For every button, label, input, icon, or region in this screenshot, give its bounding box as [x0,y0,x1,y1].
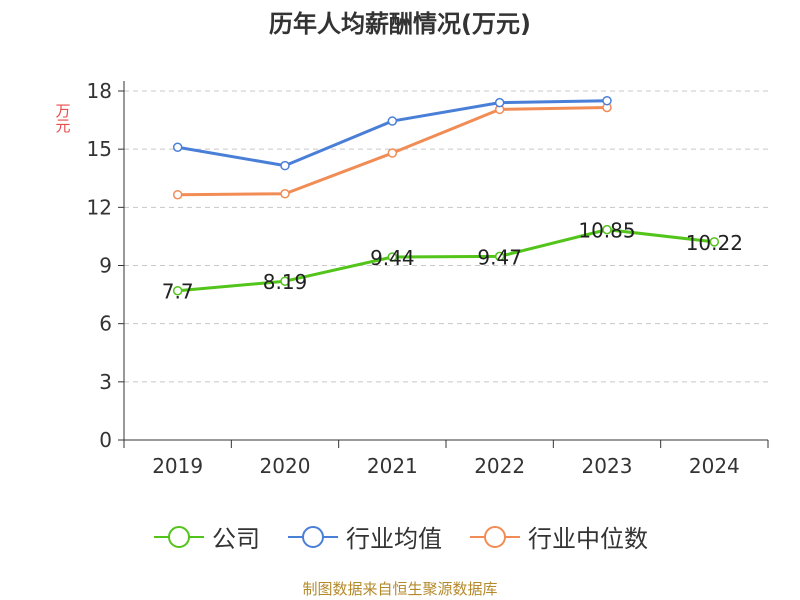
y-axis-label: 万元 [55,102,71,135]
x-tick-label: 2019 [152,454,203,478]
y-tick-label: 12 [87,195,112,219]
y-tick-label: 3 [99,370,112,394]
x-tick-label: 2020 [260,454,311,478]
data-point [494,251,505,262]
legend: 公司 行业均值 行业中位数 [0,519,800,554]
series-line-公司 [177,228,715,293]
data-label: 10.22 [686,231,743,255]
data-label: 10.85 [578,219,635,243]
legend-label: 行业均值 [346,525,442,553]
data-point [387,252,398,262]
data-point [280,160,290,171]
x-tick-label: 2023 [582,454,633,478]
data-label: 9.44 [370,246,415,270]
legend-item[interactable]: 公司 [152,519,260,554]
data-point [280,189,290,199]
data-point [280,276,290,286]
data-label: 9.47 [477,245,522,269]
x-tick-label: 2022 [474,454,525,478]
data-label: 7.7 [162,280,194,304]
legend-line-circle-icon [470,525,520,548]
y-tick-label: 15 [87,137,112,161]
data-point [172,142,183,152]
data-label: 8.19 [263,270,308,294]
legend-line-circle-icon [154,525,204,548]
data-point [709,237,720,247]
x-tick-label: 2021 [367,454,418,478]
source-note: 制图数据来自恒生聚源数据库 [302,580,498,598]
y-tick-label: 9 [99,254,112,278]
legend-item[interactable]: 行业均值 [286,519,442,554]
data-point [494,97,505,108]
data-point [172,189,183,200]
x-tick-label: 2024 [689,454,740,478]
data-point [602,224,612,235]
legend-line-circle-icon [288,525,338,548]
data-point [387,148,398,158]
y-tick-label: 6 [99,312,112,336]
data-point [387,116,398,126]
y-tick-label: 0 [99,428,112,452]
chart-title: 历年人均薪酬情况(万元) [269,10,531,38]
legend-label: 行业中位数 [528,525,648,553]
y-tick-label: 18 [87,79,112,103]
legend-label: 公司 [212,525,260,553]
legend-item[interactable]: 行业中位数 [468,519,648,554]
data-point [602,95,612,106]
data-point [172,285,183,296]
